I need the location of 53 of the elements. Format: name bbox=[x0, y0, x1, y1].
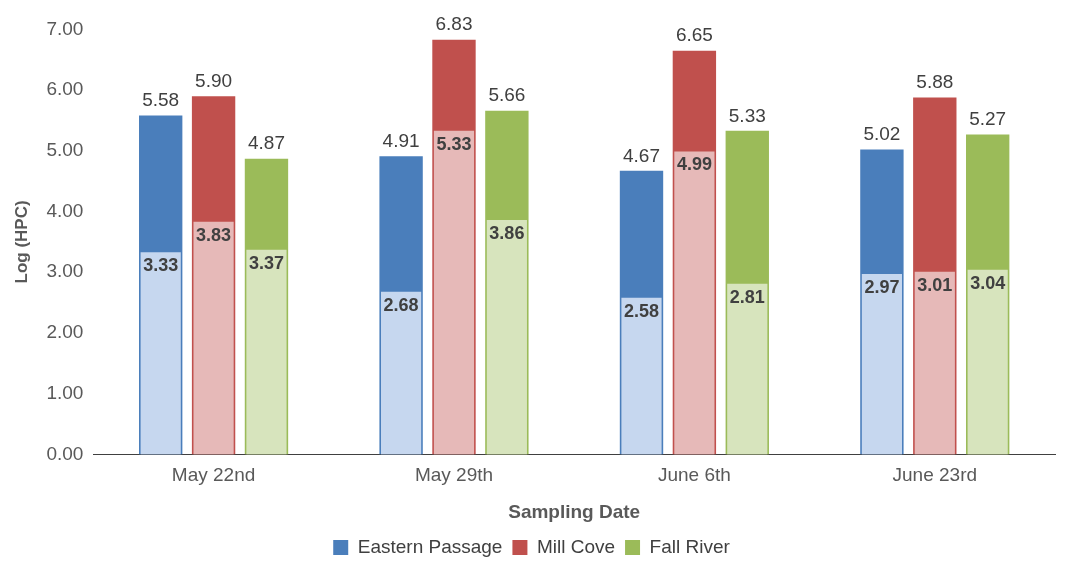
bar bbox=[193, 221, 234, 455]
data-label: 4.87 bbox=[247, 132, 285, 154]
data-label: 2.81 bbox=[729, 286, 765, 307]
data-label: 5.58 bbox=[142, 89, 180, 111]
bar bbox=[967, 269, 1008, 455]
bar bbox=[486, 220, 527, 455]
data-label: 5.88 bbox=[916, 71, 954, 93]
x-tick-label: May 22nd bbox=[171, 464, 256, 486]
bar bbox=[674, 151, 715, 455]
data-label: 2.68 bbox=[383, 294, 419, 315]
x-tick-label: June 6th bbox=[657, 464, 731, 486]
y-tick-label: 6.00 bbox=[46, 78, 84, 100]
bar bbox=[861, 274, 903, 455]
y-tick-label: 2.00 bbox=[46, 321, 84, 343]
data-label: 5.66 bbox=[488, 84, 526, 106]
bar bbox=[381, 291, 422, 455]
data-label: 2.58 bbox=[623, 300, 660, 321]
x-tick-label: May 29th bbox=[414, 464, 494, 486]
legend-label: Mill Cove bbox=[536, 535, 616, 557]
y-tick-label: 5.00 bbox=[46, 139, 84, 161]
data-label: 5.27 bbox=[969, 108, 1007, 130]
bar bbox=[140, 252, 181, 455]
y-tick-label: 3.00 bbox=[46, 260, 84, 282]
data-label: 5.33 bbox=[436, 133, 472, 154]
bar bbox=[914, 271, 955, 455]
data-label: 4.67 bbox=[623, 144, 660, 166]
y-tick-label: 4.00 bbox=[46, 199, 84, 221]
data-label: 3.01 bbox=[917, 274, 953, 295]
x-tick-label: June 23rd bbox=[892, 464, 978, 486]
data-label: 6.65 bbox=[675, 24, 713, 46]
data-label: 5.90 bbox=[195, 69, 233, 91]
data-label: 3.37 bbox=[248, 252, 284, 273]
y-tick-label: 7.00 bbox=[46, 17, 84, 39]
bar bbox=[727, 283, 768, 455]
data-label: 2.97 bbox=[864, 277, 900, 298]
data-label: 3.86 bbox=[489, 223, 525, 244]
y-axis-title: Log (HPC) bbox=[11, 200, 31, 284]
legend-label: Eastern Passage bbox=[357, 535, 503, 557]
legend-label: Fall River bbox=[649, 535, 731, 557]
data-label: 6.83 bbox=[435, 13, 473, 35]
data-label: 4.99 bbox=[676, 154, 712, 175]
y-tick-label: 1.00 bbox=[46, 381, 84, 403]
data-label: 4.91 bbox=[382, 130, 420, 152]
data-label: 3.04 bbox=[970, 272, 1006, 293]
bar bbox=[621, 297, 662, 455]
bar bbox=[246, 249, 287, 455]
data-label: 3.33 bbox=[143, 255, 179, 276]
x-axis-title: Sampling Date bbox=[508, 500, 641, 522]
data-label: 5.33 bbox=[728, 104, 766, 126]
data-label: 3.83 bbox=[196, 224, 232, 245]
y-tick-label: 0.00 bbox=[46, 442, 84, 464]
data-label: 5.02 bbox=[863, 123, 901, 145]
bar bbox=[433, 130, 475, 455]
